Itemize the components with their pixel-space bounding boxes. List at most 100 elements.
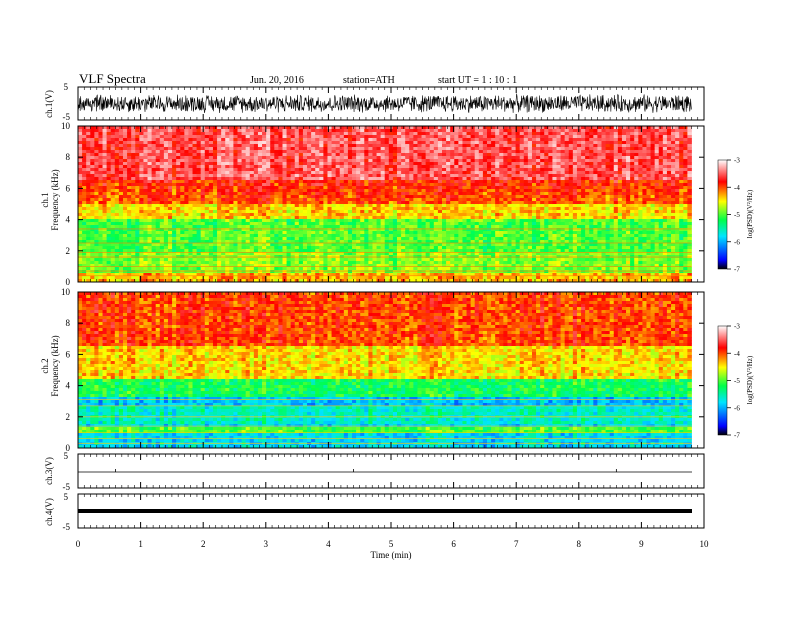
ch1-ytick-top: 5 bbox=[64, 82, 69, 92]
spectrogram-cell bbox=[221, 150, 226, 154]
spectrogram-cell bbox=[466, 213, 472, 217]
spectrogram-cell bbox=[417, 177, 422, 181]
spectrogram-cell bbox=[356, 210, 361, 214]
spectrogram-cell bbox=[217, 264, 222, 268]
spectrogram-cell bbox=[315, 213, 320, 217]
spectrogram-cell bbox=[331, 180, 337, 184]
spectrogram-cell bbox=[257, 252, 263, 256]
spectrogram-cell bbox=[102, 171, 108, 175]
spectrogram-cell bbox=[257, 249, 263, 253]
spectrogram-cell bbox=[139, 276, 144, 280]
spectrogram-cell bbox=[147, 165, 153, 169]
spectrogram-cell bbox=[384, 222, 390, 226]
spectrogram-cell bbox=[94, 198, 99, 202]
spectrogram-cell bbox=[245, 147, 251, 151]
spectrogram-cell bbox=[176, 264, 181, 268]
spectrogram-cell bbox=[241, 192, 247, 196]
spectrogram-cell bbox=[106, 183, 112, 187]
spectrogram-cell bbox=[319, 198, 324, 202]
spectrogram-cell bbox=[212, 168, 218, 172]
spectrogram-cell bbox=[352, 273, 357, 277]
spectrogram-cell bbox=[368, 177, 373, 181]
spectrogram-cell bbox=[433, 258, 439, 262]
spectrogram-cell bbox=[364, 192, 369, 196]
spectrogram-cell bbox=[335, 219, 341, 223]
spectrogram-cell bbox=[360, 177, 365, 181]
spectrogram-cell bbox=[433, 216, 439, 220]
spectrogram-cell bbox=[135, 189, 140, 193]
spectrogram-cell bbox=[286, 264, 292, 268]
spectrogram-cell bbox=[249, 165, 255, 169]
spectrogram-cell bbox=[331, 264, 337, 268]
spectrogram-cell bbox=[450, 159, 455, 163]
spectrogram-cell bbox=[229, 186, 234, 190]
spectrogram-cell bbox=[270, 228, 275, 232]
spectrogram-cell bbox=[331, 234, 337, 238]
spectrogram-cell bbox=[106, 258, 112, 262]
spectrogram-cell bbox=[384, 177, 390, 181]
spectrogram-cell bbox=[94, 132, 99, 136]
spectrogram-cell bbox=[376, 207, 382, 211]
spectrogram-cell bbox=[343, 219, 349, 223]
spectrogram-cell bbox=[221, 165, 226, 169]
spectrogram-cell bbox=[392, 204, 398, 208]
spectrogram-cell bbox=[433, 210, 439, 214]
spectrogram-cell bbox=[245, 216, 251, 220]
spectrogram-cell bbox=[429, 132, 435, 136]
spectrogram-cell bbox=[397, 144, 402, 148]
spectrogram-cell bbox=[429, 195, 435, 199]
spectrogram-cell bbox=[347, 222, 353, 226]
spectrogram-cell bbox=[372, 216, 377, 220]
spectrogram-cell bbox=[425, 228, 431, 232]
spectrogram-cell bbox=[368, 141, 373, 145]
spectrogram-cell bbox=[192, 168, 198, 172]
spectrogram-cell bbox=[127, 165, 132, 169]
spectrogram-cell bbox=[176, 276, 181, 280]
spectrogram-cell bbox=[454, 210, 459, 214]
spectrogram-cell bbox=[253, 183, 259, 187]
spectrogram-cell bbox=[180, 165, 185, 169]
spectrogram-cell bbox=[392, 129, 398, 133]
spectrogram-cell bbox=[282, 195, 287, 199]
spectrogram-cell bbox=[401, 165, 406, 169]
spectrogram-cell bbox=[437, 270, 443, 274]
spectrogram-cell bbox=[233, 129, 238, 133]
spectrogram-cell bbox=[204, 180, 210, 184]
spectrogram-cell bbox=[245, 198, 251, 202]
spectrogram-cell bbox=[98, 246, 103, 250]
spectrogram-cell bbox=[82, 219, 87, 223]
spectrogram-cell bbox=[442, 276, 447, 280]
spectrogram-cell bbox=[94, 168, 99, 172]
spectrogram-cell bbox=[225, 222, 230, 226]
spectrogram-cell bbox=[188, 261, 193, 265]
spectrogram-cell bbox=[98, 237, 103, 241]
spectrogram-cell bbox=[217, 186, 222, 190]
spectrogram-cell bbox=[311, 246, 316, 250]
spectrogram-cell bbox=[388, 168, 394, 172]
spectrogram-cell bbox=[270, 234, 275, 238]
spectrogram-cell bbox=[94, 219, 99, 223]
spectrogram-cell bbox=[364, 156, 369, 160]
spectrogram-cell bbox=[110, 171, 116, 175]
spectrogram-cell bbox=[462, 279, 467, 283]
spectrogram-cell bbox=[249, 252, 255, 256]
spectrogram-cell bbox=[425, 126, 431, 130]
spectrogram-cell bbox=[413, 219, 418, 223]
spectrogram-cell bbox=[249, 201, 255, 205]
spectrogram-cell bbox=[106, 156, 112, 160]
spectrogram-cell bbox=[188, 270, 193, 274]
spectrogram-cell bbox=[212, 156, 218, 160]
spectrogram-cell bbox=[78, 243, 83, 247]
spectrogram-cell bbox=[78, 231, 83, 235]
spectrogram-cell bbox=[135, 210, 140, 214]
spectrogram-cell bbox=[376, 279, 382, 283]
spectrogram-cell bbox=[442, 177, 447, 181]
spectrogram-cell bbox=[196, 228, 202, 232]
spectrogram-cell bbox=[257, 189, 263, 193]
spectrogram-cell bbox=[450, 276, 455, 280]
spectrogram-cell bbox=[102, 153, 108, 157]
spectrogram-cell bbox=[110, 279, 116, 283]
spectrogram-cell bbox=[397, 246, 402, 250]
spectrogram-cell bbox=[278, 264, 283, 268]
spectrogram-cell bbox=[331, 192, 337, 196]
